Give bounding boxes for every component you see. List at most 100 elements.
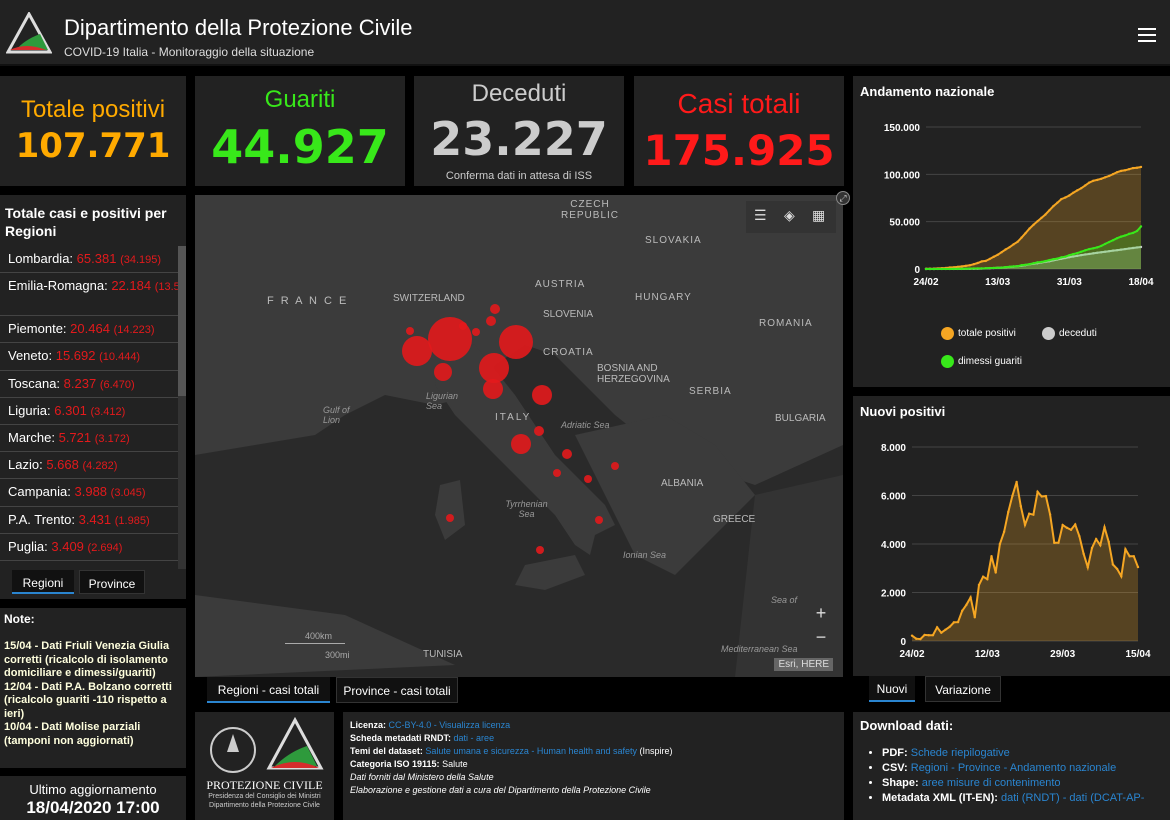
region-row[interactable]: Lazio: 5.668 (4.282) [0, 452, 178, 480]
protezione-civile-logo [6, 12, 52, 54]
note-item: 12/04 - Dati P.A. Bolzano corretti (rica… [4, 680, 172, 720]
region-list[interactable]: Lombardia: 65.381 (34.195) Emilia-Romagna… [0, 246, 178, 569]
fullscreen-icon[interactable]: ⤢ [836, 191, 850, 205]
data-point [1139, 165, 1143, 169]
scrollbar-thumb[interactable] [178, 246, 186, 396]
legend-item-deceduti[interactable]: deceduti [1042, 327, 1097, 340]
region-positive: (3.045) [110, 487, 146, 500]
data-point [1120, 575, 1123, 578]
region-scrollbar[interactable] [178, 246, 186, 569]
region-row[interactable]: Marche: 5.721 (3.172) [0, 425, 178, 453]
data-point [1099, 543, 1102, 547]
layers-icon[interactable]: ◈ [784, 207, 795, 223]
pc-logo-sub: Presidenza del Consiglio dei Ministri [208, 793, 321, 800]
map-label: Ligurian Sea [426, 391, 459, 411]
map-label: Sea of [771, 595, 798, 605]
region-row[interactable]: Veneto: 15.692 (10.444) [0, 343, 178, 371]
data-point [1135, 246, 1139, 249]
top-bar: Dipartimento della Protezione Civile COV… [0, 0, 1170, 66]
download-link[interactable]: aree misure di contenimento [921, 777, 1061, 789]
download-item: Shape: aree misure di contenimento [882, 777, 1163, 789]
data-point [1111, 563, 1115, 566]
region-positive: (2.694) [87, 541, 123, 554]
legend-item-positivi[interactable]: totale positivi [941, 327, 1016, 340]
region-positive: (10.444) [99, 351, 141, 364]
download-panel: Download dati: PDF: Schede riepilogative… [853, 712, 1170, 820]
region-row[interactable]: Campania: 3.988 (3.045) [0, 479, 178, 507]
data-point [1016, 240, 1019, 244]
region-row[interactable]: Emilia-Romagna: 22.184 (13.584) [0, 273, 178, 317]
data-point [990, 554, 993, 558]
legend-dot [941, 327, 954, 340]
chart-nuovi: 8.000 6.000 4.000 2.000 024/02 12/03 29/03 15/0… [881, 443, 1151, 660]
kpi-value: 107.771 [15, 126, 171, 166]
data-point [1019, 504, 1023, 508]
data-point [988, 266, 991, 270]
legend-dot [1042, 327, 1055, 340]
data-point [1082, 552, 1085, 555]
download-list: PDF: Schede riepilogativeCSV: Regioni - … [860, 747, 1163, 804]
zoom-out-button[interactable]: − [815, 627, 827, 647]
data-point [1000, 250, 1003, 254]
map-attribution[interactable]: Esri, HERE [774, 658, 833, 671]
download-link[interactable]: Regioni - Province - Andamento nazionale [910, 762, 1117, 774]
kpi-value: 175.925 [643, 126, 835, 175]
map-label: GREECE [713, 514, 756, 525]
download-link[interactable]: dati (RNDT) - dati (DCAT-AP- [1000, 792, 1145, 804]
inspire-link[interactable]: Salute umana e sicurezza - Human health … [425, 746, 637, 756]
data-point [1052, 204, 1055, 208]
data-point [1036, 220, 1039, 223]
tab-nuovi[interactable]: Nuovi [869, 676, 915, 702]
data-point [952, 621, 956, 624]
pc-logo-text: PROTEZIONE CIVILE [206, 778, 323, 792]
tab-regioni-casi-totali[interactable]: Regioni - casi totali [207, 677, 330, 703]
data-point [1057, 541, 1060, 544]
download-link[interactable]: Schede riepilogative [910, 747, 1010, 759]
zoom-in-button[interactable]: + [815, 603, 827, 623]
region-positive: (1.985) [114, 514, 150, 527]
data-point [1123, 169, 1127, 172]
series-area [926, 167, 1141, 269]
legend-label: dimessi guariti [958, 356, 1022, 368]
tab-regioni[interactable]: Regioni [12, 570, 74, 594]
hamburger-menu-icon[interactable] [1138, 28, 1156, 42]
rndt-link[interactable]: dati - aree [453, 733, 495, 743]
map-view[interactable]: CZECH REPUBLIC SLOVAKIA AUSTRIA HUNGARY … [195, 195, 843, 677]
data-point [1111, 249, 1115, 252]
region-row[interactable]: Piemonte: 20.464 (14.223) [0, 316, 178, 344]
data-point [1107, 240, 1111, 244]
tab-variazione[interactable]: Variazione [925, 676, 1001, 702]
data-point [1135, 229, 1139, 233]
data-point [936, 267, 940, 271]
tab-province-casi-totali[interactable]: Province - casi totali [336, 677, 458, 703]
data-point [1028, 227, 1031, 230]
tab-province[interactable]: Province [79, 570, 145, 594]
info-key: Licenza: [350, 720, 387, 730]
chart-nuovi-panel: Nuovi positivi 8.000 6.000 4.000 2.000 0 24/0… [853, 396, 1170, 676]
data-point [1024, 231, 1027, 235]
legend-item-guariti[interactable]: dimessi guariti [941, 355, 1022, 368]
note-item: 15/04 - Dati Friuli Venezia Giulia corre… [4, 640, 170, 679]
basemap-gallery-icon[interactable]: ▦ [812, 207, 826, 223]
data-point [1032, 513, 1035, 516]
region-row[interactable]: Liguria: 6.301 (3.412) [0, 398, 178, 425]
data-point [1015, 480, 1018, 484]
region-name: Marche: [8, 429, 55, 445]
chart-andamento: 150.000 100.000 50.000 024/02 13/03 31/03 18/0… [884, 123, 1154, 288]
legend-list-icon[interactable]: ☰ [754, 207, 767, 223]
chart-title: Nuovi positivi [860, 404, 946, 419]
data-point [1076, 189, 1079, 192]
data-point [1088, 247, 1091, 251]
region-positive: (3.412) [90, 405, 126, 418]
region-row[interactable]: Puglia: 3.409 (2.694) [0, 534, 178, 561]
region-total: 15.692 [55, 348, 96, 364]
chart-andamento-panel: Andamento nazionale 150.000 100.000 50.000… [853, 76, 1170, 387]
region-row[interactable]: P.A. Trento: 3.431 (1.985) [0, 507, 178, 534]
region-row[interactable]: Lombardia: 65.381 (34.195) [0, 246, 178, 274]
region-row[interactable]: Toscana: 8.237 (6.470) [0, 371, 178, 398]
data-point [1115, 567, 1119, 571]
legend-label: totale positivi [958, 328, 1016, 340]
region-name: Liguria: [8, 402, 51, 418]
data-point [980, 267, 983, 270]
license-link[interactable]: CC-BY-4.0 - Visualizza licenza [388, 720, 511, 730]
